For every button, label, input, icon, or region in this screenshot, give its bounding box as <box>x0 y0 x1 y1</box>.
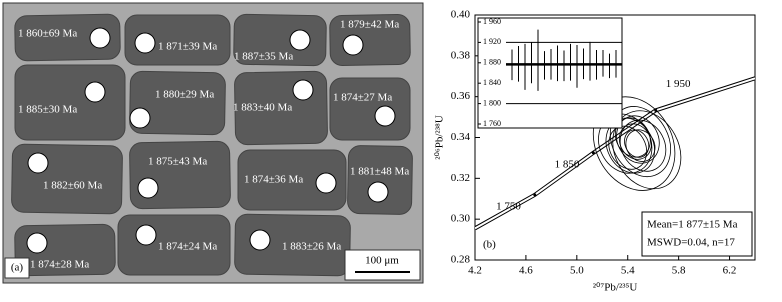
grain-age: 1 874±27 Ma <box>333 92 392 104</box>
spot <box>27 152 49 174</box>
x-tick-label: 4.2 <box>468 265 482 277</box>
inset-tick-label: 1 760 <box>483 119 501 128</box>
age-label: 1 750 <box>496 200 521 212</box>
grain-age: 1 887±35 Ma <box>234 51 293 63</box>
grain <box>233 13 327 67</box>
grain <box>14 13 121 62</box>
spot <box>249 229 271 251</box>
concordia-chart: 4.2 4.6 5.0 5.4 5.8 6.2 0.28 0.30 0.32 0.34 0.36 0.… <box>434 9 756 294</box>
grain <box>234 213 351 277</box>
y-tick-label: 0.38 <box>451 49 471 61</box>
grain-age: 1 881±48 Ma <box>350 166 409 178</box>
grain-age: 1 874±24 Ma <box>158 241 217 253</box>
grain-age: 1 875±43 Ma <box>148 156 207 168</box>
grain <box>14 64 126 141</box>
y-tick-label: 0.28 <box>451 254 471 266</box>
y-tick-label: 0.34 <box>451 131 471 143</box>
annotation-box <box>641 211 753 257</box>
age-label: 1 850 <box>555 158 580 170</box>
spot <box>374 105 396 127</box>
grain <box>129 70 226 136</box>
spot <box>26 232 48 254</box>
grain <box>129 140 231 210</box>
error-ellipse <box>612 110 682 190</box>
grain <box>237 149 347 211</box>
grain-age: 1 871±39 Ma <box>158 41 217 53</box>
spot <box>84 81 106 103</box>
inset-tick-label: 1 800 <box>483 98 501 107</box>
grains: 1 860±69 Ma 1 871±39 Ma 1 887±35 Ma 1 879±4… <box>11 13 413 277</box>
grain-age: 1 879±42 Ma <box>340 19 399 31</box>
inset-tick-label: 1 840 <box>483 78 501 87</box>
spot <box>129 107 151 129</box>
panel-label: (a) <box>11 262 24 274</box>
grain <box>329 77 411 141</box>
spot <box>367 181 389 203</box>
scale-box <box>344 249 421 281</box>
error-ellipse <box>624 129 650 158</box>
scale-label: 100 μm <box>365 255 399 267</box>
grain-age: 1 874±28 Ma <box>30 259 89 271</box>
panel-label: (b) <box>483 239 496 251</box>
annotation-mswd: MSWD=0.04, n=17 <box>647 237 735 249</box>
grain-age: 1 882±60 Ma <box>43 180 102 192</box>
grain-age: 1 860±69 Ma <box>18 28 77 40</box>
spot <box>292 79 314 101</box>
inset-frame <box>477 17 623 129</box>
inset-tick-label: 1 960 <box>483 17 501 26</box>
error-ellipse <box>609 106 672 177</box>
age-marker <box>591 151 595 155</box>
age-marker <box>654 108 658 112</box>
x-tick-label: 5.4 <box>621 265 635 277</box>
inset-tick-label: 1 880 <box>483 58 501 67</box>
x-tick-label: 4.6 <box>519 265 533 277</box>
spot <box>137 177 159 199</box>
grain <box>347 145 413 215</box>
x-tick-label: 5.0 <box>570 265 584 277</box>
y-tick-label: 0.32 <box>451 172 470 184</box>
grain-age: 1 883±26 Ma <box>282 241 341 253</box>
x-tick-label: 6.2 <box>723 265 737 277</box>
grain-age: 1 880±29 Ma <box>155 89 214 101</box>
spot <box>89 27 111 49</box>
grain-age: 1 885±30 Ma <box>18 104 77 116</box>
error-ellipse <box>619 119 667 172</box>
spot <box>289 29 311 51</box>
age-marker <box>533 193 537 197</box>
grain-age: 1 883±40 Ma <box>233 102 292 114</box>
spot <box>134 32 156 54</box>
inset-tick-label: 1 920 <box>483 37 501 46</box>
error-ellipse <box>625 129 656 162</box>
spot <box>315 172 337 194</box>
grain <box>124 14 231 66</box>
y-tick-label: 0.30 <box>451 213 471 225</box>
annotation-mean: Mean=1 877±15 Ma <box>647 219 738 231</box>
age-label: 1 950 <box>666 78 691 90</box>
grain-age: 1 874±36 Ma <box>244 174 303 186</box>
x-tick-label: 5.8 <box>672 265 686 277</box>
spot <box>135 224 157 246</box>
label-box <box>4 257 30 279</box>
x-axis-label: ²⁰⁷Pb/²³⁵U <box>593 282 638 294</box>
y-axis-label: ²⁰⁶Pb/²³⁸U <box>434 115 446 160</box>
spot <box>342 34 364 56</box>
error-ellipse <box>614 117 651 158</box>
y-tick-label: 0.36 <box>451 90 471 102</box>
y-tick-label: 0.40 <box>451 9 471 21</box>
